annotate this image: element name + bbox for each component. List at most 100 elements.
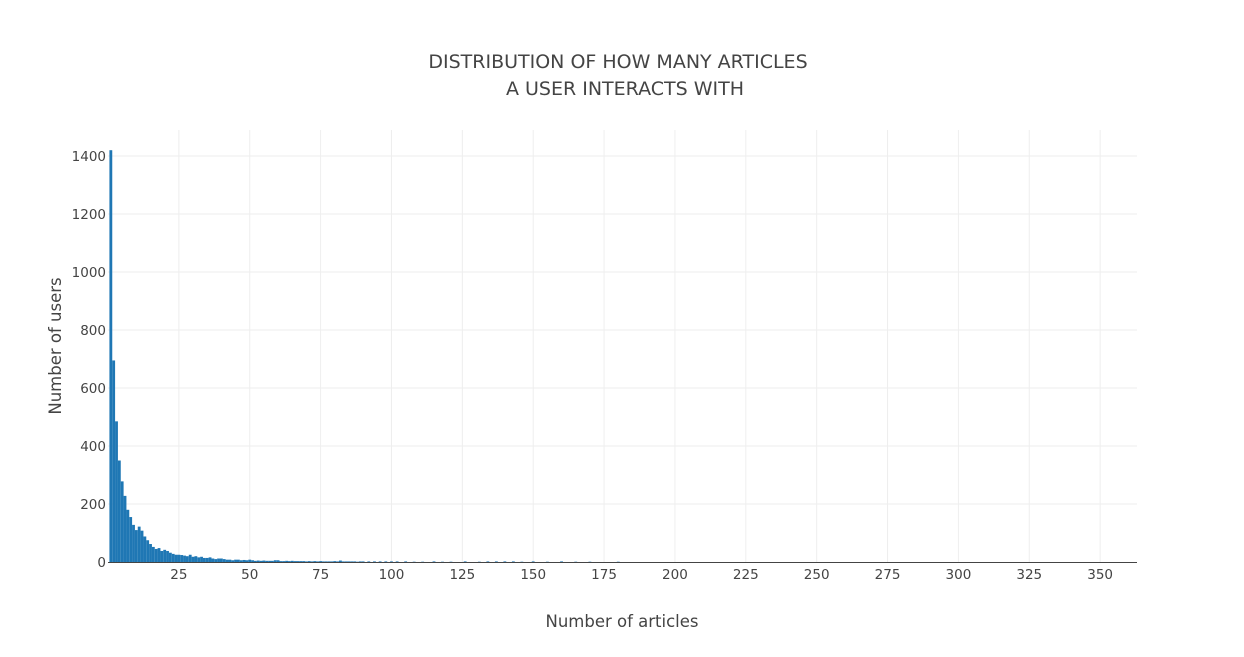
- histogram-bar: [404, 561, 407, 562]
- histogram-bar: [396, 561, 399, 562]
- histogram-bar: [192, 557, 195, 562]
- histogram-bar: [155, 549, 158, 562]
- histogram-bar: [175, 555, 178, 562]
- histogram-bar: [234, 560, 237, 562]
- y-tick-label: 400: [80, 439, 106, 455]
- histogram-bar: [243, 560, 246, 562]
- histogram-bar: [342, 561, 345, 562]
- x-tick-label: 350: [1087, 567, 1113, 583]
- histogram-bar: [464, 561, 467, 562]
- x-tick-label: 175: [591, 567, 617, 583]
- x-tick-label: 300: [946, 567, 972, 583]
- histogram-bar: [359, 561, 362, 562]
- histogram-bar: [251, 560, 254, 562]
- histogram-bar: [217, 559, 220, 562]
- histogram-bar: [379, 561, 382, 562]
- histogram-bar: [163, 550, 166, 562]
- x-tick-label: 200: [662, 567, 688, 583]
- y-tick-label: 600: [80, 381, 106, 397]
- histogram-bar: [503, 561, 506, 562]
- y-tick-label: 0: [97, 555, 106, 571]
- histogram-bar: [160, 551, 163, 562]
- histogram-bar: [265, 561, 268, 562]
- histogram-bar: [194, 556, 197, 562]
- bars-layer: [109, 150, 619, 562]
- histogram-bar: [331, 561, 334, 562]
- histogram-bar: [248, 560, 251, 562]
- histogram-bar: [203, 558, 206, 562]
- histogram-bar: [328, 561, 331, 562]
- histogram-bar: [257, 561, 260, 562]
- histogram-bar: [384, 561, 387, 562]
- histogram-bar: [169, 553, 172, 562]
- histogram-bar: [211, 559, 214, 562]
- histogram-bar: [132, 525, 135, 562]
- histogram-bar: [486, 561, 489, 562]
- histogram-bar: [353, 561, 356, 562]
- histogram-bar: [560, 561, 563, 562]
- y-tick-label: 200: [80, 497, 106, 513]
- histogram-bar: [282, 561, 285, 562]
- histogram-bar: [121, 481, 124, 562]
- y-tick-label: 1000: [72, 265, 106, 281]
- y-tick-label: 800: [80, 323, 106, 339]
- histogram-bar: [305, 561, 308, 562]
- histogram-bar: [141, 531, 144, 562]
- histogram-bar: [254, 561, 257, 562]
- histogram-bar: [350, 561, 353, 562]
- histogram-bar: [228, 560, 231, 562]
- grid-layer: [108, 130, 1137, 562]
- histogram-bar: [158, 548, 161, 562]
- histogram-bar: [348, 561, 351, 562]
- histogram-bar: [336, 561, 339, 562]
- y-tick-label: 1200: [72, 207, 106, 223]
- histogram-bar: [183, 556, 186, 562]
- histogram-bar: [308, 561, 311, 562]
- histogram-bar: [288, 561, 291, 562]
- histogram-bar: [373, 561, 376, 562]
- histogram-bar: [314, 561, 317, 562]
- histogram-bar: [280, 561, 283, 562]
- histogram-bar: [206, 558, 209, 562]
- histogram-bar: [124, 496, 127, 562]
- x-tick-label: 250: [804, 567, 830, 583]
- histogram-bar: [512, 561, 515, 562]
- histogram-bar: [214, 559, 217, 562]
- x-tick-label: 50: [241, 567, 258, 583]
- histogram-bar: [149, 544, 152, 562]
- histogram-bar: [339, 561, 342, 562]
- histogram-bar: [260, 561, 263, 562]
- histogram-bar: [325, 561, 328, 562]
- histogram-bar: [237, 560, 240, 562]
- histogram-bar: [112, 360, 115, 562]
- histogram-bar: [322, 561, 325, 562]
- histogram-bar: [231, 560, 234, 562]
- histogram-bar: [302, 561, 305, 562]
- histogram-bar: [532, 561, 535, 562]
- histogram-bar: [240, 560, 243, 562]
- histogram-bar: [152, 547, 155, 562]
- histogram-bar: [129, 517, 132, 562]
- histogram-bar: [495, 561, 498, 562]
- histogram-bar: [367, 561, 370, 562]
- histogram-bar: [180, 555, 183, 562]
- x-tick-label: 225: [733, 567, 759, 583]
- histogram-bar: [126, 510, 129, 562]
- x-axis-title: Number of articles: [545, 612, 698, 631]
- histogram-bar: [262, 561, 265, 562]
- histogram-bar: [345, 561, 348, 562]
- y-tick-label: 1400: [72, 149, 106, 165]
- chart-title-line-1: DISTRIBUTION OF HOW MANY ARTICLES: [428, 51, 807, 73]
- histogram-bar: [138, 527, 141, 562]
- histogram-bar: [277, 560, 280, 562]
- y-axis-title: Number of users: [46, 277, 65, 414]
- x-tick-label: 25: [170, 567, 187, 583]
- histogram-bar: [294, 561, 297, 562]
- histogram-bar: [291, 561, 294, 562]
- histogram-bar: [316, 561, 319, 562]
- histogram-bar: [390, 561, 393, 562]
- histogram-bar: [245, 560, 248, 562]
- histogram-bar: [271, 561, 274, 562]
